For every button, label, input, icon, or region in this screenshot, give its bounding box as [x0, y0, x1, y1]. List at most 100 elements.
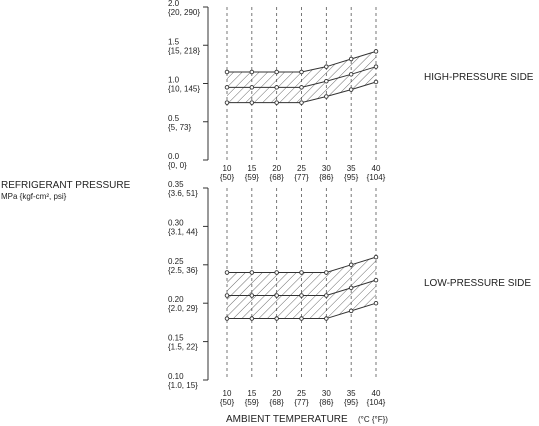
data-point: [274, 85, 279, 90]
y-tick-label: 2.0: [168, 0, 180, 8]
data-point: [373, 64, 379, 69]
data-point: [373, 49, 379, 54]
data-point: [324, 270, 329, 275]
x-tick-label: 10: [223, 164, 232, 173]
data-point: [373, 79, 379, 85]
data-point: [324, 94, 329, 99]
y-tick-label: 1.5: [168, 37, 180, 46]
x-tick-sublabel: {77}: [294, 173, 309, 182]
x-tick-sublabel: {59}: [245, 173, 260, 182]
x-tick-label: 15: [247, 164, 256, 173]
data-point: [274, 69, 279, 75]
x-tick-sublabel: {77}: [294, 398, 309, 407]
y-tick-sublabel: {15, 218}: [168, 46, 200, 55]
x-tick-sublabel: {68}: [270, 398, 285, 407]
x-tick-sublabel: {68}: [270, 173, 285, 182]
data-point: [274, 270, 279, 275]
data-point: [348, 87, 354, 92]
data-point: [373, 277, 379, 283]
y-tick-sublabel: {5, 73}: [168, 123, 191, 132]
x-tick-sublabel: {104}: [367, 398, 386, 407]
x-tick-sublabel: {86}: [319, 173, 334, 182]
data-point: [274, 316, 279, 321]
data-point: [324, 78, 329, 84]
x-tick-label: 20: [272, 164, 281, 173]
data-point: [348, 72, 354, 77]
side-label: HIGH-PRESSURE SIDE: [424, 72, 534, 83]
data-point: [274, 100, 279, 105]
data-point: [224, 85, 230, 90]
y-tick-sublabel: {10, 145}: [168, 85, 200, 94]
data-point: [299, 270, 304, 275]
x-tick-sublabel: {95}: [344, 398, 359, 407]
y-tick-label: 0.30: [168, 218, 184, 227]
x-tick-sublabel: {50}: [220, 173, 235, 182]
y-tick-label: 1.0: [168, 76, 180, 85]
x-tick-sublabel: {95}: [344, 173, 359, 182]
data-point: [249, 316, 255, 321]
data-point: [249, 85, 255, 90]
x-tick-label: 25: [297, 389, 306, 398]
data-point: [348, 308, 354, 314]
data-point: [249, 293, 255, 298]
data-point: [274, 293, 279, 298]
x-tick-label: 20: [272, 389, 281, 398]
y-tick-label: 0.25: [168, 257, 184, 266]
data-point: [224, 270, 230, 275]
data-point: [299, 100, 304, 105]
data-point: [224, 69, 230, 75]
data-point: [299, 85, 304, 90]
data-point: [299, 316, 304, 321]
data-point: [224, 316, 230, 321]
data-point: [249, 270, 255, 275]
y-tick-sublabel: {0, 0}: [168, 161, 187, 170]
y-tick-sublabel: {1.5, 22}: [168, 343, 198, 352]
y-tick-label: 0.20: [168, 295, 184, 304]
data-point: [299, 293, 304, 298]
x-tick-label: 30: [322, 389, 331, 398]
data-point: [324, 64, 329, 69]
x-tick-label: 15: [247, 389, 256, 398]
y-axis-units: MPa {kgf-cm², psi}: [1, 192, 67, 201]
side-label: LOW-PRESSURE SIDE: [424, 278, 531, 289]
high-pressure-panel: 2.0{20, 290}1.5{15, 218}1.0{10, 145}0.5{…: [168, 0, 534, 182]
x-axis-units: (°C {°F}): [358, 415, 388, 424]
x-tick-label: 10: [223, 389, 232, 398]
y-tick-label: 0.0: [168, 152, 180, 161]
data-point: [224, 293, 230, 298]
data-point: [348, 285, 354, 291]
pressure-band: [227, 257, 376, 319]
y-tick-label: 0.15: [168, 334, 184, 343]
data-point: [249, 69, 255, 75]
x-tick-label: 30: [322, 164, 331, 173]
y-tick-label: 0.35: [168, 180, 184, 189]
low-pressure-panel: 0.35{3.6, 51} 0.30{3.1, 44} 0.25{2.5, 36} 0…: [168, 180, 531, 407]
x-tick-sublabel: {59}: [245, 398, 260, 407]
data-point: [224, 100, 230, 105]
data-point: [324, 293, 329, 298]
x-tick-sublabel: {86}: [319, 398, 334, 407]
y-tick-sublabel: {2.0, 29}: [168, 304, 198, 313]
data-point: [299, 69, 304, 75]
data-point: [348, 56, 354, 62]
y-tick-sublabel: {20, 290}: [168, 8, 200, 17]
y-tick-sublabel: {2.5, 36}: [168, 266, 198, 275]
x-tick-label: 35: [347, 389, 356, 398]
y-axis-label: REFRIGERANT PRESSURE: [1, 180, 131, 191]
data-point: [324, 316, 329, 321]
data-point: [249, 100, 255, 105]
x-tick-label: 35: [347, 164, 356, 173]
y-tick-label: 0.10: [168, 372, 184, 381]
x-tick-label: 40: [372, 389, 381, 398]
data-point: [373, 254, 379, 260]
x-tick-sublabel: {104}: [367, 173, 386, 182]
pressure-band: [227, 51, 376, 103]
y-tick-label: 0.5: [168, 114, 180, 123]
x-tick-label: 25: [297, 164, 306, 173]
x-tick-label: 40: [372, 164, 381, 173]
x-tick-sublabel: {50}: [220, 398, 235, 407]
data-point: [373, 300, 379, 306]
y-tick-sublabel: {1.0, 15}: [168, 381, 198, 390]
data-point: [348, 262, 354, 268]
